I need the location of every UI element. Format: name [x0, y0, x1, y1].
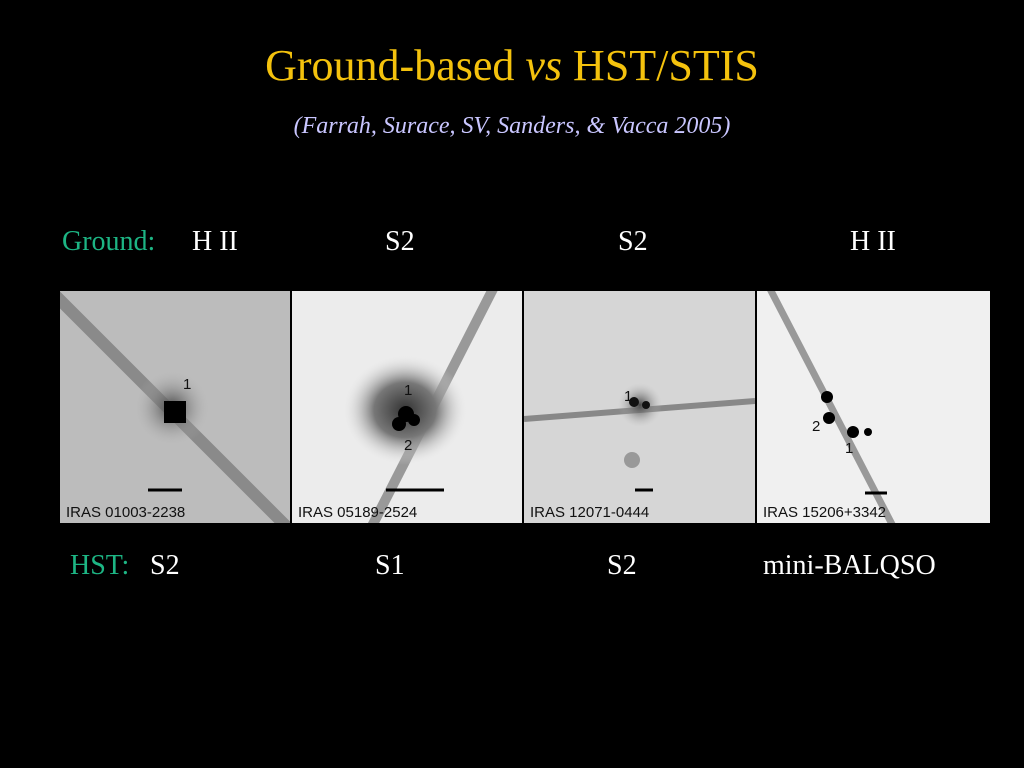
panel: 1 2 IRAS 05189-2524 [292, 291, 522, 523]
panel-label: IRAS 05189-2524 [298, 504, 417, 521]
panel: 1 IRAS 12071-0444 [524, 291, 755, 523]
marker: 1 [183, 376, 191, 393]
ground-class: H II [850, 226, 896, 257]
hst-label: HST: [70, 550, 130, 581]
marker: 1 [404, 382, 412, 399]
marker: 1 [845, 440, 853, 457]
ground-class: S2 [618, 226, 648, 257]
ground-class: H II [192, 226, 238, 257]
hst-class: mini-BALQSO [763, 550, 936, 581]
panel: 1 IRAS 01003-2238 [60, 291, 290, 523]
panel: 2 1 IRAS 15206+3342 [757, 291, 990, 523]
title-vs: vs [525, 41, 563, 90]
subtitle: (Farrah, Surace, SV, Sanders, & Vacca 20… [293, 113, 731, 139]
marker: 1 [624, 388, 632, 405]
ground-label: Ground: [62, 226, 156, 257]
marker: 2 [812, 418, 820, 435]
panel-label: IRAS 12071-0444 [530, 504, 649, 521]
hst-class: S1 [375, 550, 405, 581]
title: Ground-based vs HST/STIS [0, 44, 1024, 88]
title-main: Ground-based [265, 41, 515, 90]
hst-class: S2 [150, 550, 180, 581]
marker: 2 [404, 437, 412, 454]
title-rest: HST/STIS [573, 41, 759, 90]
panel-label: IRAS 01003-2238 [66, 504, 185, 521]
panel-label: IRAS 15206+3342 [763, 504, 886, 521]
hst-class: S2 [607, 550, 637, 581]
ground-class: S2 [385, 226, 415, 257]
